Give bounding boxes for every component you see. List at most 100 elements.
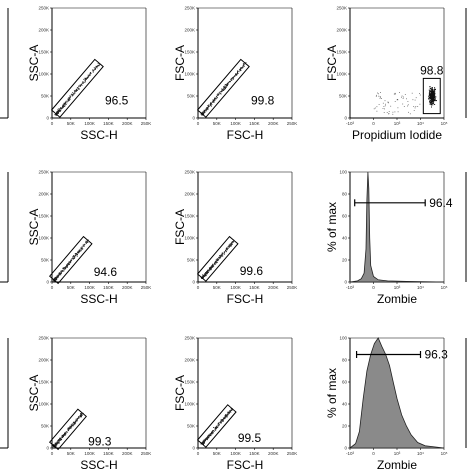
event-dot — [60, 437, 61, 439]
event-dot — [223, 417, 225, 419]
event-dot — [230, 245, 232, 247]
gate-outline — [196, 58, 250, 118]
event-dot — [237, 70, 238, 72]
x-tick-label: 200K — [268, 451, 279, 456]
y-tick-label: 100K — [184, 72, 195, 77]
event-dot — [203, 441, 205, 443]
event-dot — [224, 417, 226, 419]
event-dot — [212, 432, 214, 434]
event-dot — [392, 113, 394, 115]
event-dot — [434, 88, 436, 90]
event-dot — [230, 409, 232, 411]
event-dot — [210, 105, 211, 106]
event-dot — [66, 431, 68, 433]
event-dot — [215, 260, 217, 262]
event-dot — [97, 65, 99, 66]
event-dot — [232, 243, 233, 245]
event-dot — [210, 434, 212, 436]
x-tick-label: 0 — [197, 285, 200, 290]
event-dot — [217, 426, 219, 428]
event-dot — [80, 247, 82, 249]
event-dot — [200, 113, 202, 115]
event-dot — [74, 255, 76, 257]
event-dot — [54, 114, 56, 116]
event-dot — [73, 423, 75, 425]
event-dot — [202, 113, 204, 114]
event-dot — [55, 445, 57, 447]
event-dot — [212, 100, 214, 101]
event-dot — [92, 71, 94, 73]
event-dot — [218, 93, 220, 95]
event-dot — [55, 114, 56, 116]
gate-percent-label: 99.8 — [251, 93, 275, 107]
y-tick-label: 40 — [342, 402, 348, 407]
y-tick-label: 50K — [187, 258, 195, 263]
event-dot — [57, 442, 59, 444]
event-dot — [201, 114, 203, 116]
event-dot — [70, 259, 72, 261]
event-dot — [206, 107, 208, 109]
event-dot — [203, 111, 205, 113]
event-dot — [64, 432, 65, 434]
event-dot — [55, 443, 57, 445]
event-dot — [58, 108, 60, 110]
event-dot — [378, 104, 380, 105]
event-dot — [57, 108, 59, 110]
event-dot — [69, 262, 71, 264]
event-dot — [224, 417, 226, 418]
event-dot — [227, 246, 229, 248]
x-axis-label: FSC-H — [227, 458, 264, 472]
event-dot — [225, 88, 226, 89]
event-dot — [229, 245, 231, 247]
event-dot — [74, 253, 76, 254]
event-dot — [429, 97, 431, 99]
event-dot — [79, 250, 81, 252]
x-axis-label: FSC-H — [227, 292, 264, 306]
event-dot — [219, 92, 221, 94]
event-dot — [226, 414, 228, 416]
event-dot — [74, 90, 76, 92]
event-dot — [208, 269, 210, 271]
event-dot — [218, 422, 220, 424]
event-dot — [79, 248, 81, 250]
x-tick-label: 250K — [287, 121, 298, 126]
x-tick-label: 100K — [84, 285, 95, 290]
event-dot — [230, 244, 231, 246]
event-dot — [379, 96, 381, 98]
event-dot — [66, 264, 68, 266]
event-dot — [72, 425, 74, 427]
event-dot — [58, 273, 60, 275]
event-dot — [215, 428, 217, 430]
event-dot — [384, 100, 386, 102]
event-dot — [63, 102, 65, 104]
event-dot — [69, 99, 70, 101]
event-dot — [223, 420, 224, 422]
event-dot — [56, 111, 57, 113]
event-dot — [53, 446, 55, 447]
event-dot — [212, 101, 213, 103]
event-dot — [79, 85, 81, 87]
event-dot — [221, 252, 223, 254]
event-dot — [431, 96, 433, 98]
event-dot — [98, 65, 100, 67]
event-dot — [216, 262, 218, 263]
event-dot — [209, 269, 211, 271]
event-dot — [72, 93, 74, 95]
event-dot — [432, 94, 434, 96]
event-dot — [390, 105, 392, 107]
event-dot — [240, 67, 242, 69]
y-tick-label: 250K — [38, 170, 49, 175]
event-dot — [227, 414, 228, 416]
event-dot — [81, 413, 83, 415]
event-dot — [434, 99, 436, 101]
y-tick-label: 0 — [192, 280, 195, 285]
event-dot — [72, 256, 73, 258]
event-dot — [207, 269, 209, 271]
gate-percent-label: 96.5 — [105, 93, 129, 107]
event-dot — [380, 96, 381, 98]
event-dot — [211, 265, 213, 267]
event-dot — [61, 272, 62, 274]
event-dot — [409, 113, 411, 115]
x-tick-label: 150K — [249, 451, 260, 456]
